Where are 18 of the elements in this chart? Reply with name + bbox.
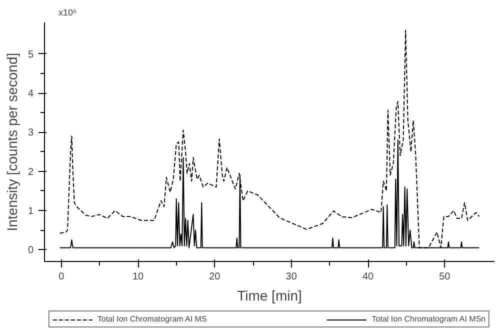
x-tick-label: 20 [209,272,221,282]
y-tick-label: 0 [28,245,34,256]
x-tick-label: 50 [439,272,451,282]
legend-label: Total Ion Chromatogram AI MS [97,314,207,324]
text: x10⁶ [58,8,78,18]
y-tick-label: 4 [28,88,34,100]
y-tick-label: 2 [28,166,34,178]
x-tick-label: 0 [58,272,65,282]
y-axis-title: Intensity [counts per second] [4,52,20,232]
x-tick-label: 30 [286,272,298,282]
y-tick-label: 1 [28,206,34,218]
y-tick-label: 5 [28,49,34,60]
x-tick-label: 10 [132,272,144,282]
legend-label: Total Ion Chromatogram AI MSn [372,314,486,324]
y-tick-label: 3 [28,128,34,139]
x-axis-title: Time [min] [237,288,302,304]
x-tick-label: 40 [362,272,374,282]
line-series [59,30,480,248]
